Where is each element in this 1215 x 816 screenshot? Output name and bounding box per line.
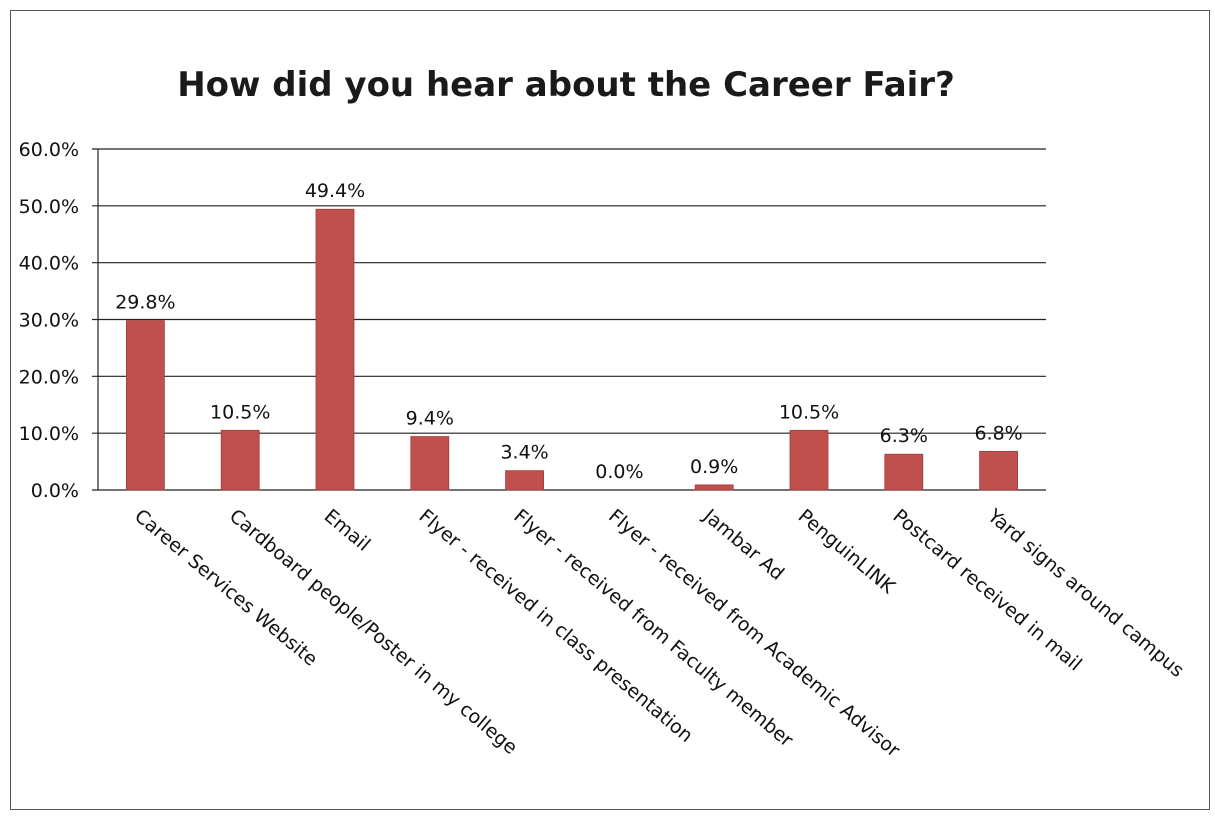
bar [694,484,734,491]
data-label: 9.4% [406,408,454,430]
y-tick-label: 30.0% [19,310,79,332]
category-label: PenguinLINK [794,505,900,599]
bar [315,208,355,491]
y-tick-label: 0.0% [31,480,79,502]
category-label: Postcard received in mail [889,505,1086,675]
bar [410,436,450,491]
data-label: 0.0% [595,461,643,483]
y-tick-label: 10.0% [19,423,79,445]
y-tick-label: 60.0% [19,139,79,161]
data-label: 29.8% [115,292,175,314]
data-label: 0.9% [690,456,738,478]
y-tick-label: 20.0% [19,366,79,388]
category-label: Jambar Ad [698,504,788,585]
bars [126,208,1018,491]
category-label: Yard signs around campus [983,504,1189,681]
data-label: 49.4% [305,180,365,202]
bar [979,450,1018,491]
bar-chart: How did you hear about the Career Fair? … [19,65,1189,762]
data-labels: 29.8% 10.5% 49.4% 9.4% 3.4% 0.0% 0.9% 10.5% 6.3%… [115,180,1023,483]
data-label: 6.8% [974,422,1022,444]
bar [220,429,260,491]
bar [884,453,924,491]
data-label: 3.4% [500,442,548,464]
chart-title: How did you hear about the Career Fair? [177,65,955,105]
bar [126,320,165,491]
y-axis-ticks: 0.0% 10.0% 20.0% 30.0% 40.0% 50.0% 60.0% [19,139,79,502]
bar [505,470,545,491]
bar [789,429,829,491]
chart-frame: How did you hear about the Career Fair? … [10,10,1210,810]
category-label: Email [320,505,375,556]
data-label: 6.3% [880,425,928,447]
data-label: 10.5% [779,401,839,423]
category-label: Career Services Website [130,505,321,671]
data-label: 10.5% [210,401,270,423]
y-tick-label: 40.0% [19,253,79,275]
y-tick-label: 50.0% [19,196,79,218]
